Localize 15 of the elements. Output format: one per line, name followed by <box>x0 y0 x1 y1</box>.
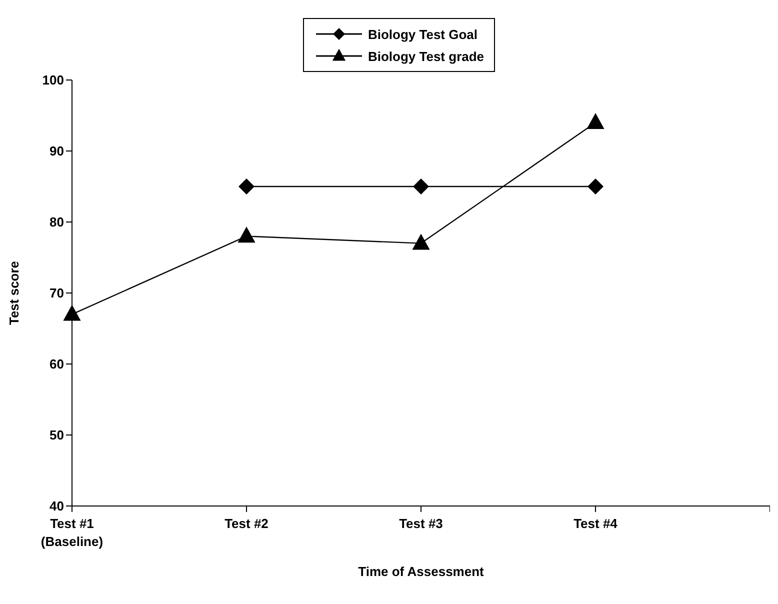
x-axis-title: Time of Assessment <box>358 564 485 579</box>
legend-label: Biology Test Goal <box>368 26 478 42</box>
y-axis-title: Test score <box>6 260 22 326</box>
y-tick-label: 70 <box>50 286 64 301</box>
y-tick-label: 50 <box>50 428 64 443</box>
y-tick-label: 60 <box>50 356 64 372</box>
legend-label: Biology Test grade <box>368 48 484 64</box>
x-tick-label: Test #4 <box>574 516 618 531</box>
y-tick-label: 90 <box>50 144 64 159</box>
x-tick-label: Test #3 <box>399 516 443 531</box>
y-tick-label: 40 <box>50 498 64 514</box>
y-tick-label: 100 <box>42 72 64 88</box>
y-tick-label: 80 <box>50 214 64 230</box>
x-tick-label: Test #1 (Baseline) <box>40 516 104 549</box>
x-tick-label: Test #2 <box>224 516 268 531</box>
